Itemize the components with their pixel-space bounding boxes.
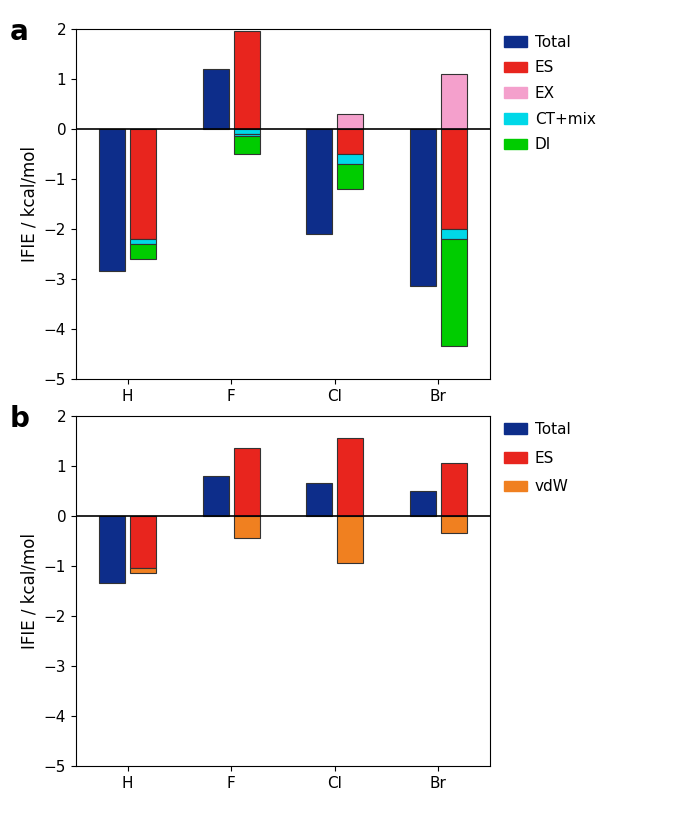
Bar: [337, 438, 363, 516]
Y-axis label: IFIE / kcal/mol: IFIE / kcal/mol: [20, 146, 38, 262]
Bar: [306, 129, 332, 234]
Bar: [441, 229, 466, 239]
Bar: [410, 491, 435, 516]
Bar: [234, 134, 259, 136]
Text: b: b: [10, 405, 30, 433]
Bar: [203, 476, 228, 516]
Bar: [234, 448, 259, 516]
Bar: [234, 31, 259, 129]
Bar: [130, 129, 156, 239]
Bar: [410, 129, 435, 286]
Bar: [130, 516, 156, 568]
Bar: [337, 164, 363, 189]
Bar: [234, 136, 259, 154]
Legend: Total, ES, EX, CT+mix, DI: Total, ES, EX, CT+mix, DI: [498, 29, 602, 159]
Legend: Total, ES, vdW: Total, ES, vdW: [498, 416, 577, 500]
Bar: [441, 516, 466, 533]
Bar: [441, 463, 466, 516]
Text: a: a: [10, 18, 28, 46]
Bar: [337, 113, 363, 129]
Bar: [441, 73, 466, 129]
Y-axis label: IFIE / kcal/mol: IFIE / kcal/mol: [20, 533, 38, 649]
Bar: [130, 568, 156, 574]
Bar: [337, 516, 363, 563]
Bar: [130, 244, 156, 259]
Bar: [441, 239, 466, 346]
Bar: [203, 68, 228, 129]
Bar: [337, 129, 363, 154]
Bar: [337, 154, 363, 164]
Bar: [99, 516, 125, 584]
Bar: [234, 516, 259, 539]
Bar: [99, 129, 125, 271]
Bar: [441, 129, 466, 229]
Bar: [234, 129, 259, 134]
Bar: [130, 239, 156, 244]
Bar: [306, 483, 332, 516]
